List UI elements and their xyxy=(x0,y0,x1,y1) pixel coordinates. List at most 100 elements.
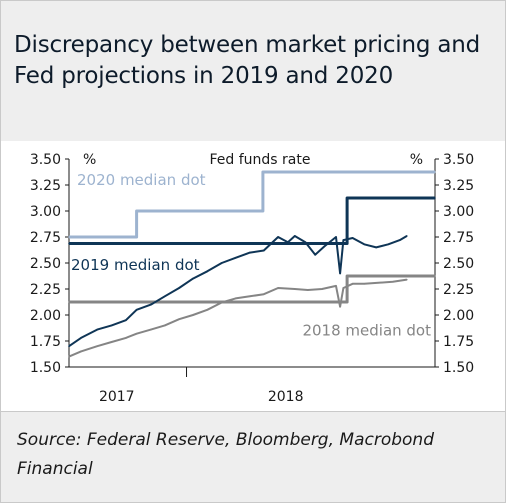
right-tick-label: 2.25 xyxy=(443,282,474,298)
data-point xyxy=(335,285,337,287)
data-point xyxy=(351,283,354,285)
data-point xyxy=(342,287,345,289)
data-point xyxy=(307,301,310,303)
data-point xyxy=(125,319,127,321)
right-tick-label: 2.75 xyxy=(443,230,474,246)
data-point xyxy=(434,197,436,199)
x-tick-label: 2017 xyxy=(99,389,135,405)
series-line-2018-median-dot xyxy=(69,274,435,304)
chart-panel: 3.50 3.50 3.25 3.25 3.00 3.00 2.75 2.75 2.50 2.50… xyxy=(1,141,505,412)
data-point xyxy=(363,283,366,285)
data-point xyxy=(68,345,70,347)
data-point xyxy=(262,242,264,245)
data-point xyxy=(96,328,99,331)
source-note: Source: Federal Reserve, Bloomberg, Macr… xyxy=(17,430,434,479)
series-line-2018-market-pricing xyxy=(68,278,407,358)
data-point xyxy=(206,270,209,273)
data-point xyxy=(249,295,251,298)
left-tick-label: 1.50 xyxy=(30,360,61,376)
data-point xyxy=(220,301,223,304)
data-point xyxy=(110,341,113,343)
data-point xyxy=(135,332,138,335)
data-point xyxy=(206,309,209,311)
left-tick-label: 2.25 xyxy=(30,282,61,298)
data-point xyxy=(392,280,394,283)
data-point xyxy=(375,246,378,249)
data-point xyxy=(68,355,70,358)
data-point xyxy=(178,287,180,289)
data-point xyxy=(220,262,223,264)
data-point xyxy=(125,337,127,339)
data-point xyxy=(321,288,323,290)
data-point xyxy=(294,235,296,237)
data-point xyxy=(363,243,366,246)
data-point xyxy=(80,337,82,339)
data-point xyxy=(277,287,279,289)
left-unit-label: % xyxy=(83,152,96,168)
data-point xyxy=(335,236,337,238)
data-point xyxy=(234,257,237,259)
data-point xyxy=(434,275,436,277)
data-point xyxy=(96,345,99,347)
series-line-2019-market-pricing xyxy=(68,235,408,348)
data-point xyxy=(68,242,70,245)
series-label: 2019 median dot xyxy=(71,256,200,274)
data-point xyxy=(405,278,408,281)
data-point xyxy=(178,318,180,320)
fed-funds-chart: 3.50 3.50 3.25 3.25 3.00 3.00 2.75 2.75 2.50 2.50… xyxy=(30,152,474,405)
right-tick-label: 2.50 xyxy=(443,256,474,272)
data-point xyxy=(314,253,316,256)
left-tick-label: 2.50 xyxy=(30,256,61,272)
data-point xyxy=(192,314,194,316)
data-point xyxy=(192,277,194,280)
data-point xyxy=(304,241,307,243)
data-point xyxy=(306,289,309,291)
data-point xyxy=(387,243,390,246)
data-point xyxy=(135,309,138,311)
right-tick-label: 3.25 xyxy=(443,178,474,194)
data-point xyxy=(68,236,70,238)
data-point xyxy=(342,239,345,241)
chart-inner-title: Fed funds rate xyxy=(210,152,311,168)
data-point xyxy=(277,236,279,238)
data-point xyxy=(405,235,408,237)
data-point xyxy=(262,249,265,252)
series-label: 2020 median dot xyxy=(77,171,206,189)
divider xyxy=(1,411,505,412)
data-point xyxy=(234,297,237,300)
left-tick-label: 3.25 xyxy=(30,178,61,194)
left-tick-label: 2.00 xyxy=(30,308,61,324)
data-point xyxy=(150,328,152,331)
series-line-2020-median-dot xyxy=(69,170,435,239)
data-point xyxy=(339,272,341,275)
data-point xyxy=(399,239,401,241)
x-tick-label: 2018 xyxy=(268,389,304,405)
data-point xyxy=(339,305,341,308)
data-point xyxy=(150,303,152,306)
data-point xyxy=(163,324,166,327)
right-tick-label: 1.75 xyxy=(443,334,474,350)
data-point xyxy=(346,197,348,199)
right-tick-label: 2.00 xyxy=(443,308,474,324)
data-point xyxy=(68,301,70,303)
left-tick-label: 3.50 xyxy=(30,152,61,168)
data-point xyxy=(135,210,138,212)
right-tick-label: 3.00 xyxy=(443,204,474,220)
data-point xyxy=(323,245,326,248)
data-point xyxy=(163,295,166,298)
data-point xyxy=(434,171,436,173)
right-unit-label: % xyxy=(410,152,423,168)
chart-title: Discrepancy between market pricing and F… xyxy=(14,32,481,89)
data-point xyxy=(262,171,264,173)
data-point xyxy=(294,288,296,290)
data-point xyxy=(287,241,289,243)
left-tick-label: 3.00 xyxy=(30,204,61,220)
data-point xyxy=(80,350,82,353)
data-point xyxy=(110,324,113,327)
series-line-2019-median-dot xyxy=(69,196,435,245)
data-point xyxy=(346,275,348,277)
data-point xyxy=(351,237,354,239)
right-tick-label: 3.50 xyxy=(443,152,474,168)
left-tick-label: 2.75 xyxy=(30,230,61,246)
